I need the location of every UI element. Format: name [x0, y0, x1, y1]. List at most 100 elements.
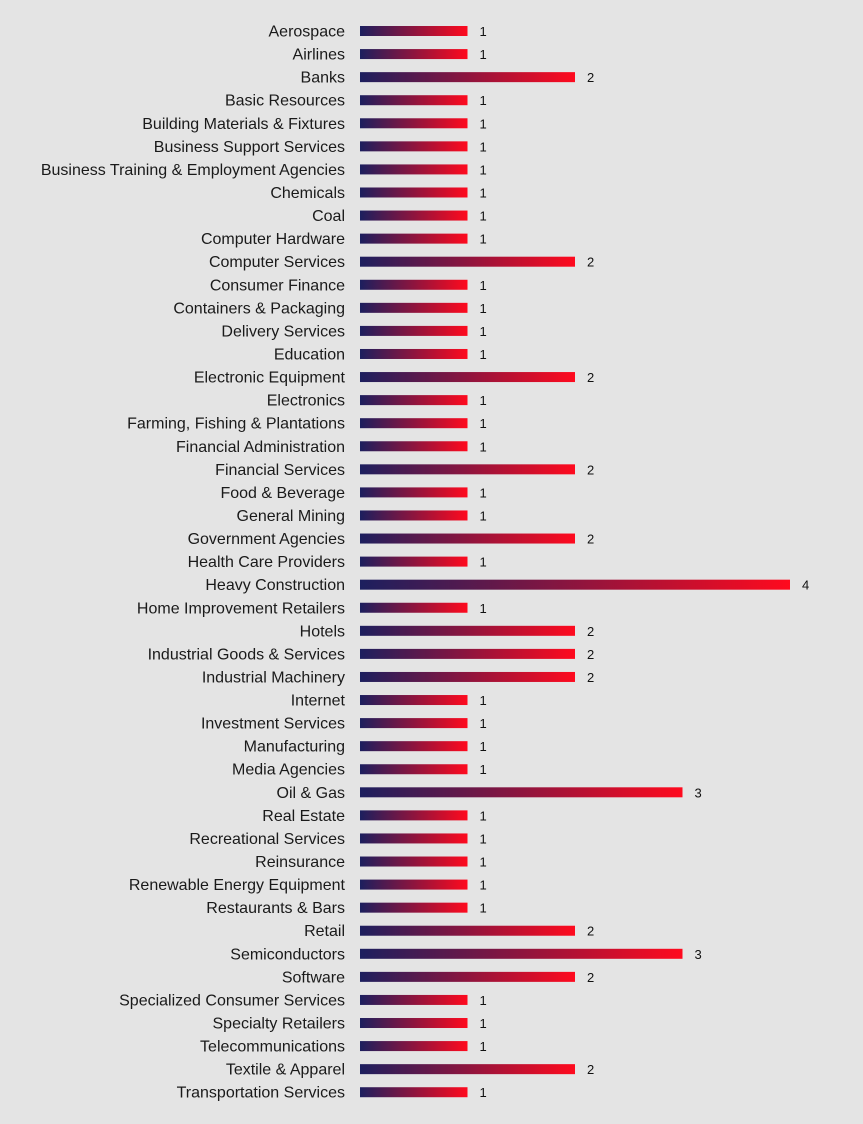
bar — [360, 764, 468, 775]
category-label: Financial Administration — [176, 439, 345, 456]
value-label: 1 — [480, 1016, 487, 1031]
bar — [360, 348, 468, 359]
value-label: 3 — [695, 947, 702, 962]
category-label: Real Estate — [262, 808, 345, 825]
bar-row: Software 2 — [282, 969, 594, 986]
bar-row: Farming, Fishing & Plantations 1 — [127, 416, 487, 433]
bar-row: Food & Beverage 1 — [220, 485, 486, 502]
value-label: 1 — [480, 831, 487, 846]
value-label: 1 — [480, 324, 487, 339]
category-label: Financial Services — [215, 462, 345, 479]
value-label: 1 — [480, 416, 487, 431]
value-label: 1 — [480, 347, 487, 362]
bar-row: Media Agencies 1 — [232, 762, 487, 779]
bar-row: Banks 2 — [301, 70, 595, 87]
bar — [360, 187, 468, 198]
value-label: 1 — [480, 878, 487, 893]
bar-row: Industrial Goods & Services 2 — [148, 646, 595, 663]
bar — [360, 302, 468, 313]
category-label: Consumer Finance — [210, 277, 345, 294]
bar — [360, 210, 468, 221]
category-label: Media Agencies — [232, 762, 345, 779]
bar — [360, 141, 468, 152]
value-label: 1 — [480, 693, 487, 708]
category-label: Transportation Services — [177, 1085, 345, 1102]
bar-row: Basic Resources 1 — [225, 93, 487, 110]
value-label: 1 — [480, 716, 487, 731]
value-label: 1 — [480, 93, 487, 108]
value-label: 2 — [587, 532, 594, 547]
category-label: Semiconductors — [230, 946, 345, 963]
bar-row: Consumer Finance 1 — [210, 277, 487, 294]
value-label: 2 — [587, 624, 594, 639]
value-label: 2 — [587, 70, 594, 85]
category-label: Airlines — [293, 47, 345, 64]
bar — [360, 487, 468, 498]
value-label: 1 — [480, 139, 487, 154]
bar-row: Education 1 — [274, 346, 487, 363]
bar-row: Containers & Packaging 1 — [173, 300, 486, 317]
value-label: 1 — [480, 1039, 487, 1054]
bar-row: General Mining 1 — [237, 508, 487, 525]
bar-row: Reinsurance 1 — [255, 854, 487, 871]
bar-row: Electronics 1 — [267, 393, 487, 410]
value-label: 1 — [480, 24, 487, 39]
bar-row: Manufacturing 1 — [244, 739, 487, 756]
bar-row: Home Improvement Retailers 1 — [137, 600, 487, 617]
bar — [360, 671, 575, 682]
value-label: 1 — [480, 901, 487, 916]
value-label: 2 — [587, 970, 594, 985]
value-label: 1 — [480, 185, 487, 200]
bar — [360, 26, 468, 36]
bar-row: Aerospace 1 — [269, 24, 487, 41]
bar — [360, 510, 468, 521]
value-label: 4 — [802, 578, 809, 593]
bar-row: Financial Services 2 — [215, 462, 594, 479]
category-label: Delivery Services — [221, 323, 345, 340]
bar — [360, 164, 468, 175]
bar-row: Chemicals 1 — [270, 185, 486, 202]
bar — [360, 372, 575, 383]
bar-row: Textile & Apparel 2 — [226, 1062, 594, 1079]
value-label: 1 — [480, 393, 487, 408]
category-label: Restaurants & Bars — [206, 900, 345, 917]
bar — [360, 118, 468, 129]
value-label: 2 — [587, 370, 594, 385]
bar — [360, 625, 575, 636]
category-label: Health Care Providers — [188, 554, 345, 571]
bar — [360, 695, 468, 706]
value-label: 2 — [587, 255, 594, 270]
bar-row: Renewable Energy Equipment 1 — [129, 877, 487, 894]
value-label: 1 — [480, 762, 487, 777]
bar — [360, 1018, 468, 1029]
category-label: Internet — [291, 693, 346, 710]
category-label: Government Agencies — [188, 531, 345, 548]
category-label: Reinsurance — [255, 854, 345, 871]
bar-row: Health Care Providers 1 — [188, 554, 487, 571]
category-label: Aerospace — [269, 24, 346, 41]
bar — [360, 556, 468, 567]
category-label: Business Training & Employment Agencies — [41, 162, 345, 179]
value-label: 1 — [480, 1085, 487, 1100]
category-label: Basic Resources — [225, 93, 345, 110]
bar-row: Investment Services 1 — [201, 716, 487, 733]
category-label: Coal — [312, 208, 345, 225]
value-label: 2 — [587, 924, 594, 939]
value-label: 1 — [480, 855, 487, 870]
value-label: 1 — [480, 439, 487, 454]
value-label: 1 — [480, 508, 487, 523]
bar-row: Computer Services 2 — [209, 254, 594, 271]
category-label: Education — [274, 346, 345, 363]
value-label: 1 — [480, 116, 487, 131]
bar-row: Semiconductors 3 — [230, 946, 701, 963]
bar — [360, 256, 575, 267]
category-label: Building Materials & Fixtures — [142, 116, 345, 133]
bar-row: Retail 2 — [304, 923, 594, 940]
bar-row: Building Materials & Fixtures 1 — [142, 116, 486, 133]
category-label: Specialized Consumer Services — [119, 992, 345, 1009]
bar-row: Financial Administration 1 — [176, 439, 487, 456]
bar — [360, 233, 468, 244]
bar — [360, 464, 575, 475]
bar-row: Transportation Services 1 — [177, 1085, 487, 1102]
